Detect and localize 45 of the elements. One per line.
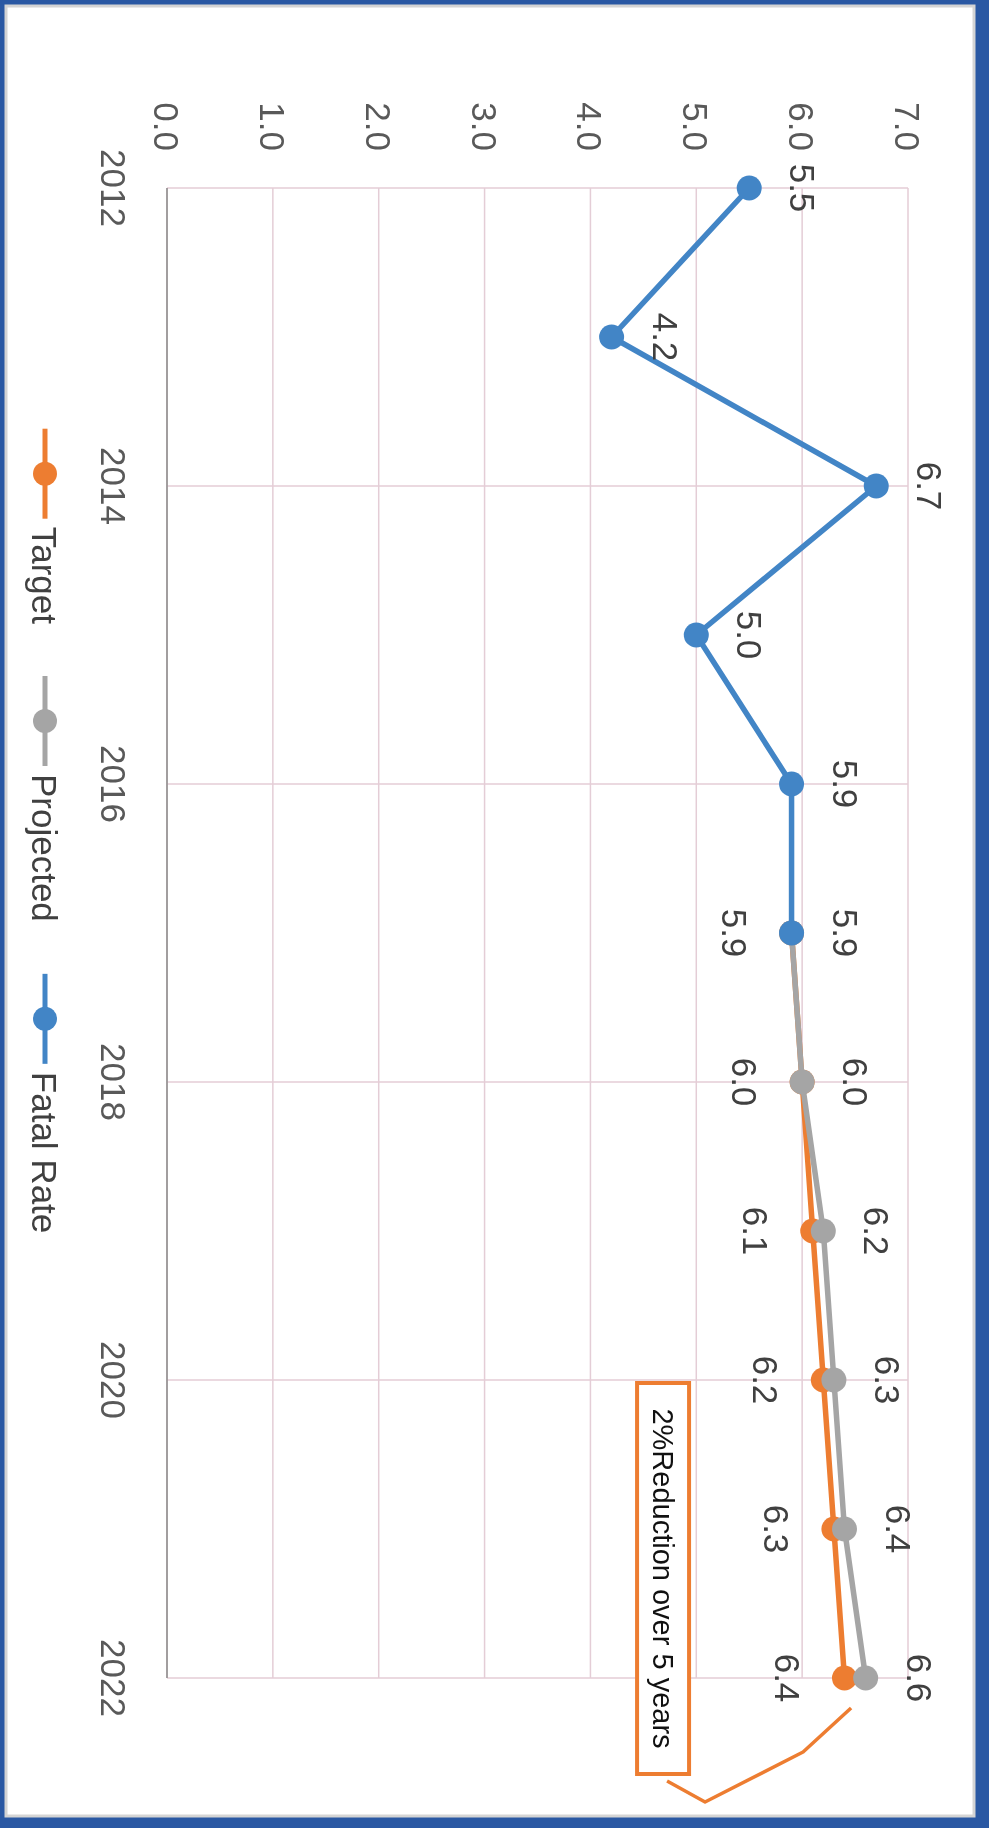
data-label: 6.4 (878, 1504, 918, 1554)
x-tick-label: 2.0 (359, 102, 399, 151)
y-tick-label: 2022 (94, 1639, 133, 1717)
x-tick-label: 6.0 (782, 102, 822, 151)
point (831, 1665, 857, 1691)
data-label: 6.2 (857, 1206, 897, 1256)
annotation: 2%Reduction over 5 years (647, 1408, 680, 1749)
data-label: 4.2 (645, 312, 685, 362)
legend-label: Target (25, 526, 65, 625)
data-label: 5.5 (783, 163, 823, 213)
point (863, 473, 889, 499)
data-label: 6.3 (867, 1355, 907, 1405)
data-label: 5.9 (825, 759, 865, 809)
x-tick-label: 3.0 (465, 102, 505, 151)
x-tick-label: 5.0 (676, 102, 716, 151)
x-tick-label: 0.0 (147, 102, 187, 151)
y-tick-label: 2018 (94, 1043, 133, 1121)
legend-label: Fatal Rate (25, 1071, 65, 1234)
point (736, 175, 762, 201)
x-tick-label: 7.0 (888, 102, 928, 151)
data-label: 6.3 (757, 1504, 797, 1554)
data-label: 6.2 (746, 1355, 786, 1405)
y-tick-label: 2012 (94, 149, 133, 227)
point (831, 1516, 857, 1542)
data-label: 6.4 (767, 1653, 807, 1703)
data-label: 6.0 (725, 1057, 765, 1107)
data-label: 6.0 (836, 1057, 876, 1107)
x-tick-label: 1.0 (253, 102, 293, 151)
y-tick-label: 2014 (94, 447, 133, 525)
point (683, 622, 709, 648)
data-label: 6.7 (910, 461, 950, 511)
data-label: 6.1 (736, 1206, 776, 1256)
data-label: 5.9 (825, 908, 865, 958)
point (810, 1218, 836, 1244)
point (599, 324, 625, 350)
data-label: 5.0 (730, 610, 770, 660)
point (821, 1367, 847, 1393)
point (853, 1665, 879, 1691)
data-label: 6.6 (899, 1653, 939, 1703)
y-tick-label: 2016 (94, 745, 133, 823)
legend-label: Projected (25, 773, 65, 922)
point (779, 771, 805, 797)
x-tick-label: 4.0 (570, 102, 610, 151)
data-label: 5.9 (714, 908, 754, 958)
y-tick-label: 2020 (94, 1341, 133, 1419)
